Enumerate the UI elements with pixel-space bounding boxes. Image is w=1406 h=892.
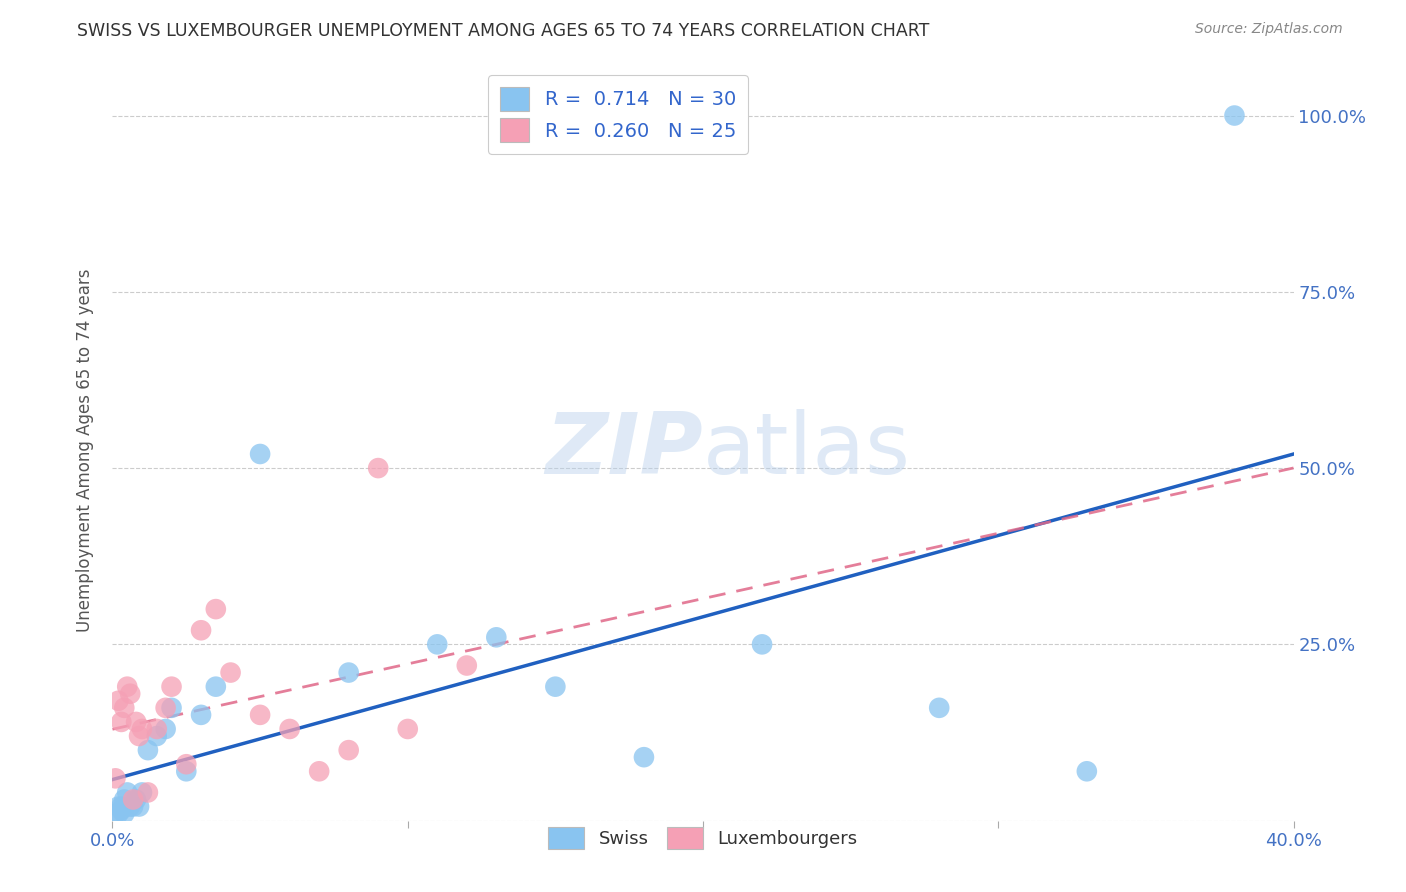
Point [107, 694, 129, 708]
Point [131, 785, 153, 799]
Point [155, 722, 177, 736]
Point [120, 687, 142, 701]
Point [249, 707, 271, 722]
Point [112, 701, 135, 715]
Point [928, 701, 950, 715]
Point [278, 722, 301, 736]
Point [219, 665, 242, 680]
Text: ZIP: ZIP [546, 409, 703, 492]
Point [128, 729, 150, 743]
Point [110, 803, 132, 817]
Point [110, 714, 132, 729]
Point [107, 806, 129, 821]
Point [122, 792, 145, 806]
Point [117, 785, 138, 799]
Point [112, 792, 135, 806]
Point [337, 743, 360, 757]
Point [125, 792, 148, 806]
Point [146, 729, 169, 743]
Legend: Swiss, Luxembourgers: Swiss, Luxembourgers [541, 820, 865, 856]
Point [125, 714, 148, 729]
Point [205, 602, 228, 616]
Point [174, 757, 197, 772]
Point [456, 658, 478, 673]
Point [117, 680, 138, 694]
Point [396, 722, 419, 736]
Text: atlas: atlas [703, 409, 911, 492]
Point [426, 637, 449, 651]
Point [136, 743, 159, 757]
Point [160, 701, 183, 715]
Point [155, 701, 177, 715]
Point [122, 799, 145, 814]
Point [205, 680, 228, 694]
Point [544, 680, 567, 694]
Point [104, 772, 127, 786]
Point [174, 764, 197, 779]
Y-axis label: Unemployment Among Ages 65 to 74 years: Unemployment Among Ages 65 to 74 years [76, 268, 94, 632]
Point [107, 799, 129, 814]
Point [120, 799, 142, 814]
Point [136, 785, 159, 799]
Point [112, 806, 135, 821]
Point [751, 637, 773, 651]
Text: Source: ZipAtlas.com: Source: ZipAtlas.com [1195, 22, 1343, 37]
Point [146, 722, 169, 736]
Point [633, 750, 655, 764]
Point [131, 722, 153, 736]
Point [1223, 109, 1246, 123]
Point [308, 764, 330, 779]
Point [1076, 764, 1098, 779]
Point [128, 799, 150, 814]
Point [160, 680, 183, 694]
Point [190, 707, 212, 722]
Point [337, 665, 360, 680]
Point [367, 461, 389, 475]
Point [190, 624, 212, 638]
Point [485, 630, 508, 644]
Text: SWISS VS LUXEMBOURGER UNEMPLOYMENT AMONG AGES 65 TO 74 YEARS CORRELATION CHART: SWISS VS LUXEMBOURGER UNEMPLOYMENT AMONG… [77, 22, 929, 40]
Point [249, 447, 271, 461]
Point [104, 806, 127, 821]
Point [110, 799, 132, 814]
